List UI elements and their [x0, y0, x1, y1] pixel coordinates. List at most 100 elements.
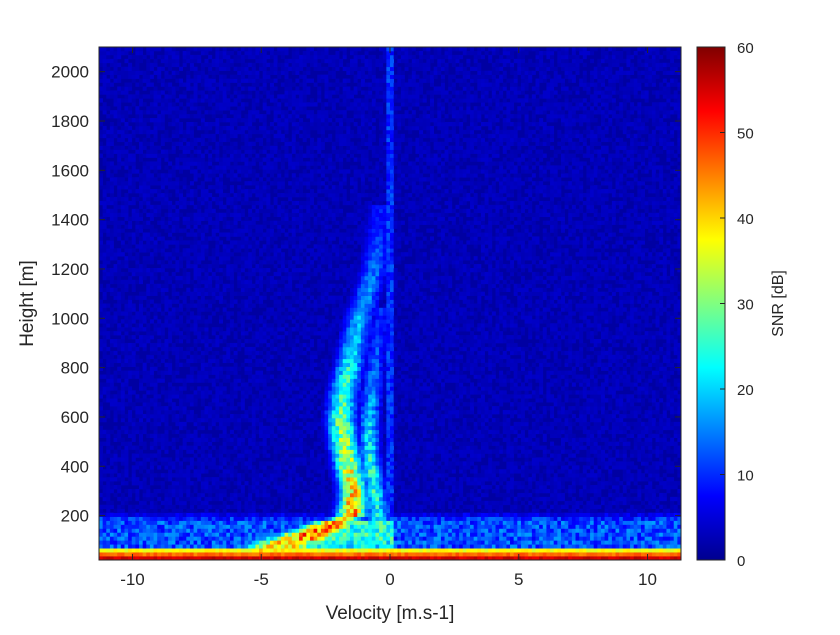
heatmap-cell: [106, 500, 111, 506]
heatmap-cell: [630, 465, 635, 470]
heatmap-cell: [662, 473, 667, 478]
heatmap-cell: [422, 485, 427, 490]
heatmap-cell: [455, 548, 460, 553]
heatmap-cell: [186, 485, 191, 490]
heatmap-cell: [637, 485, 642, 490]
heatmap-cell: [277, 465, 282, 470]
heatmap-cell: [331, 488, 336, 494]
heatmap-cell: [626, 413, 631, 419]
heatmap-cell: [204, 406, 209, 411]
heatmap-cell: [448, 425, 453, 431]
heatmap-cell: [586, 437, 591, 442]
heatmap-cell: [495, 429, 500, 435]
heatmap-cell: [142, 536, 147, 541]
heatmap-cell: [593, 441, 598, 446]
heatmap-cell: [677, 512, 682, 517]
heatmap-cell: [309, 473, 314, 478]
heatmap-cell: [535, 457, 540, 462]
heatmap-cell: [411, 492, 416, 498]
heatmap-cell: [197, 421, 202, 427]
heatmap-cell: [255, 473, 260, 478]
heatmap-cell: [357, 532, 362, 537]
heatmap-cell: [120, 512, 125, 517]
heatmap-cell: [397, 449, 402, 454]
heatmap-cell: [160, 500, 165, 506]
heatmap-cell: [677, 481, 682, 486]
heatmap-cell: [495, 524, 500, 529]
heatmap-cell: [244, 524, 249, 529]
heatmap-cell: [491, 417, 496, 423]
heatmap-cell: [197, 504, 202, 510]
heatmap-cell: [419, 528, 424, 533]
heatmap-cell: [375, 528, 380, 533]
heatmap-cell: [640, 524, 645, 529]
heatmap-cell: [593, 477, 598, 482]
heatmap-cell: [342, 465, 347, 470]
heatmap-cell: [215, 488, 220, 494]
heatmap-cell: [386, 492, 391, 498]
heatmap-cell: [470, 516, 475, 521]
heatmap-cell: [371, 504, 376, 510]
heatmap-cell: [124, 496, 129, 502]
heatmap-cell: [179, 504, 184, 510]
heatmap-cell: [339, 473, 344, 478]
heatmap-cell: [535, 465, 540, 470]
heatmap-cell: [666, 449, 671, 454]
heatmap-cell: [339, 485, 344, 490]
heatmap-cell: [390, 536, 394, 541]
heatmap-cell: [153, 500, 158, 506]
heatmap-cell: [131, 524, 136, 529]
heatmap-cell: [426, 512, 431, 517]
heatmap-cell: [306, 520, 311, 525]
heatmap-cell: [113, 417, 118, 423]
heatmap-cell: [226, 485, 231, 490]
heatmap-cell: [673, 433, 678, 439]
heatmap-cell: [240, 477, 245, 482]
heatmap-cell: [371, 457, 376, 462]
heatmap-cell: [480, 445, 485, 450]
heatmap-cell: [459, 556, 464, 561]
heatmap-cell: [637, 520, 642, 525]
heatmap-cell: [655, 421, 660, 427]
heatmap-cell: [433, 528, 438, 533]
heatmap-cell: [397, 473, 402, 478]
heatmap-cell: [513, 410, 518, 415]
heatmap-cell: [149, 410, 154, 415]
heatmap-cell: [189, 413, 194, 419]
heatmap-cell: [208, 441, 213, 446]
heatmap-cell: [659, 457, 664, 462]
heatmap-cell: [568, 540, 573, 545]
heatmap-cell: [328, 406, 333, 411]
heatmap-cell: [379, 453, 384, 458]
heatmap-cell: [364, 477, 369, 482]
heatmap-cell: [204, 488, 209, 494]
heatmap-cell: [560, 437, 565, 442]
heatmap-cell: [553, 544, 558, 549]
heatmap-cell: [390, 457, 394, 462]
heatmap-cell: [593, 449, 598, 454]
heatmap-cell: [262, 410, 267, 415]
heatmap-cell: [339, 437, 344, 442]
heatmap-cell: [368, 540, 373, 545]
heatmap-cell: [397, 457, 402, 462]
heatmap-cell: [277, 437, 282, 442]
heatmap-cell: [673, 485, 678, 490]
heatmap-cell: [131, 421, 136, 427]
heatmap-cell: [277, 417, 282, 423]
heatmap-cell: [411, 496, 416, 502]
heatmap-cell: [299, 406, 304, 411]
heatmap-cell: [204, 417, 209, 423]
heatmap-cell: [499, 481, 504, 486]
heatmap-cell: [182, 441, 187, 446]
heatmap-cell: [182, 488, 187, 494]
heatmap-cell: [440, 433, 445, 439]
heatmap-cell: [659, 477, 664, 482]
heatmap-cell: [630, 540, 635, 545]
heatmap-cell: [208, 425, 213, 431]
heatmap-cell: [571, 477, 576, 482]
heatmap-cell: [604, 421, 609, 427]
heatmap-cell: [149, 421, 154, 427]
heatmap-cell: [662, 445, 667, 450]
heatmap-cell: [175, 532, 180, 537]
heatmap-cell: [466, 481, 471, 486]
